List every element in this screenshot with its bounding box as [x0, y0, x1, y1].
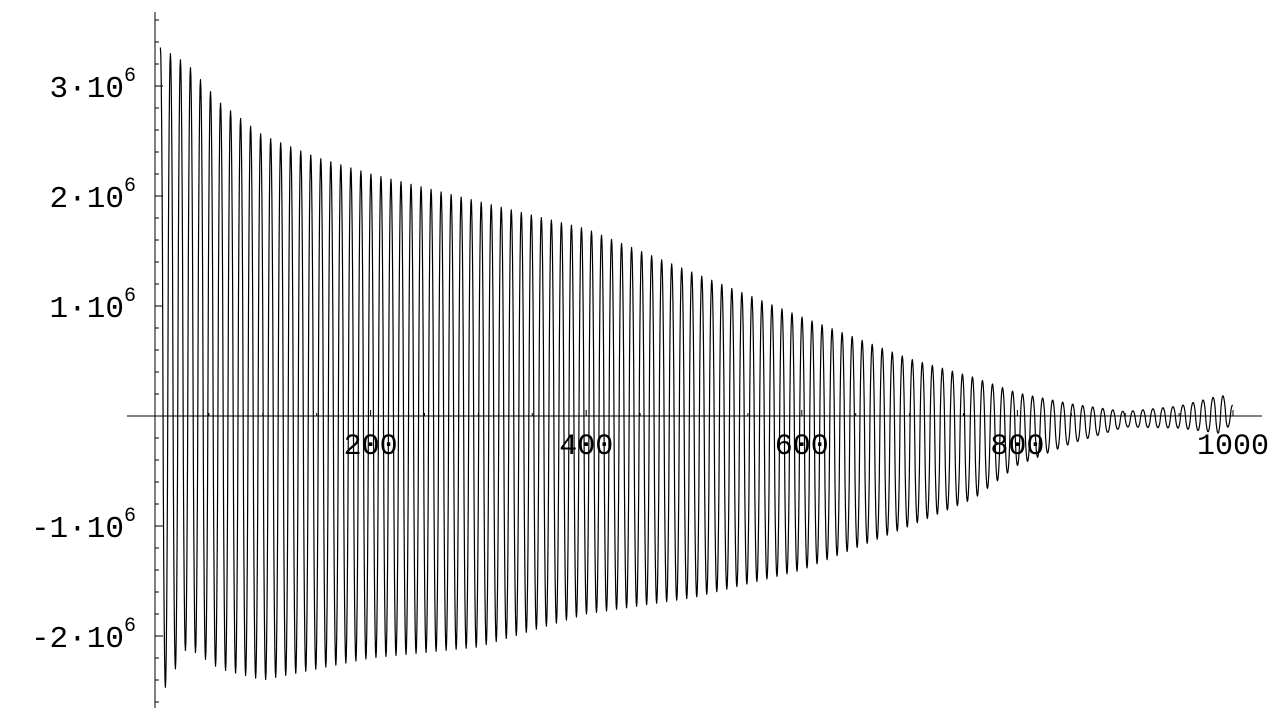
- x-tick-label: 800: [990, 430, 1044, 464]
- y-tick-dot: ·: [68, 292, 87, 327]
- y-tick-base: 10: [87, 72, 124, 107]
- x-tick-label: 1000: [1197, 430, 1269, 464]
- y-tick-dot: ·: [68, 182, 87, 217]
- x-tick-label: 400: [559, 430, 613, 464]
- y-tick-mantissa: -2: [31, 622, 68, 657]
- y-tick-mantissa: 1: [50, 292, 69, 327]
- y-tick-exponent: 6: [124, 615, 136, 638]
- x-tick-label: 600: [775, 430, 829, 464]
- y-tick-mantissa: -1: [31, 512, 68, 547]
- series-group: [159, 47, 1234, 688]
- y-tick-mantissa: 2: [50, 182, 69, 217]
- y-tick-base: 10: [87, 622, 124, 657]
- y-tick-label: -2·106: [31, 615, 136, 657]
- y-tick-dot: ·: [68, 72, 87, 107]
- y-tick-label: 3·106: [50, 65, 136, 107]
- y-tick-mantissa: 3: [50, 72, 69, 107]
- y-tick-exponent: 6: [124, 65, 136, 88]
- y-tick-exponent: 6: [124, 505, 136, 528]
- y-tick-base: 10: [87, 292, 124, 327]
- x-tick-label: 200: [344, 430, 398, 464]
- y-tick-base: 10: [87, 182, 124, 217]
- y-tick-exponent: 6: [124, 175, 136, 198]
- y-tick-label: -1·106: [31, 505, 136, 547]
- x-axis-ticks: 200 400 600 800 1000: [208, 410, 1269, 464]
- y-tick-exponent: 6: [124, 285, 136, 308]
- y-tick-label: 2·106: [50, 175, 136, 217]
- series-line-0: [159, 47, 1234, 688]
- y-tick-base: 10: [87, 512, 124, 547]
- y-tick-dot: ·: [68, 622, 87, 657]
- y-tick-label: 1·106: [50, 285, 136, 327]
- y-tick-dot: ·: [68, 512, 87, 547]
